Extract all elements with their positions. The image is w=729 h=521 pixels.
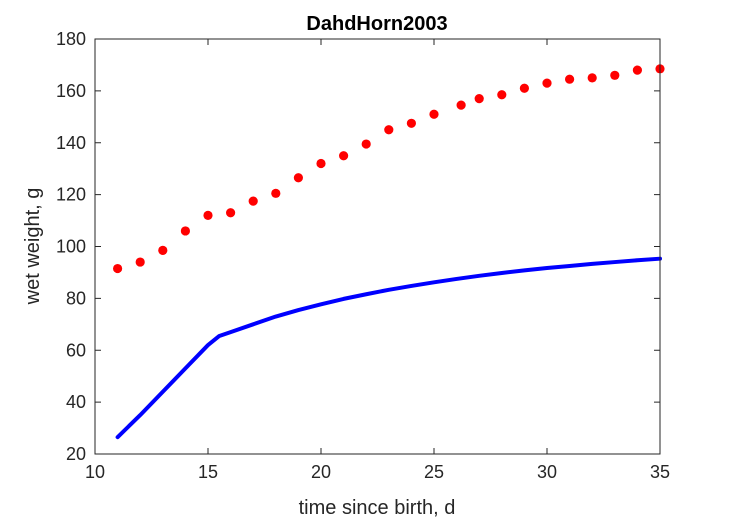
chart-title: DahdHorn2003 <box>306 13 447 35</box>
data-point <box>474 94 484 104</box>
data-point <box>587 73 597 83</box>
y-tick-label: 180 <box>56 29 86 49</box>
y-axis-ticks: 20 40 60 80 100 120 140 160 180 <box>56 29 660 464</box>
data-point <box>542 78 552 88</box>
y-tick-label: 80 <box>66 288 86 308</box>
data-point <box>248 196 258 206</box>
model-curve-line <box>115 256 662 440</box>
plot-area-frame <box>94 38 661 455</box>
data-point <box>632 65 643 75</box>
plot-series <box>113 64 665 440</box>
data-point <box>158 245 168 255</box>
data-point <box>113 263 123 274</box>
x-tick-label: 35 <box>650 462 670 482</box>
x-tick-label: 30 <box>537 462 557 482</box>
y-tick-label: 100 <box>56 237 86 257</box>
data-point <box>429 109 439 119</box>
data-point <box>610 70 620 80</box>
data-point <box>180 226 190 236</box>
y-tick-label: 40 <box>66 392 86 412</box>
data-point <box>316 158 326 169</box>
y-tick-label: 140 <box>56 133 86 153</box>
x-axis-label: time since birth, d <box>299 497 456 519</box>
data-point <box>519 83 530 93</box>
x-axis-ticks: 10 15 20 25 30 35 <box>85 39 670 482</box>
data-point <box>339 151 349 161</box>
x-tick-label: 10 <box>85 462 105 482</box>
data-point <box>271 188 281 198</box>
x-tick-label: 25 <box>424 462 444 482</box>
data-point <box>203 210 213 220</box>
x-tick-label: 20 <box>311 462 331 482</box>
data-point <box>497 90 507 100</box>
y-axis-label: wet weight, g <box>22 188 44 306</box>
y-tick-label: 60 <box>66 340 86 360</box>
data-point <box>135 257 145 267</box>
data-point <box>406 118 416 128</box>
x-tick-label: 15 <box>198 462 218 482</box>
y-tick-label: 20 <box>66 444 86 464</box>
y-tick-label: 160 <box>56 81 86 101</box>
data-point <box>361 139 371 149</box>
y-tick-label: 120 <box>56 185 86 205</box>
data-point <box>226 208 236 218</box>
data-point <box>293 173 303 183</box>
data-point <box>456 100 466 110</box>
data-point <box>565 74 575 84</box>
data-point <box>384 125 394 135</box>
